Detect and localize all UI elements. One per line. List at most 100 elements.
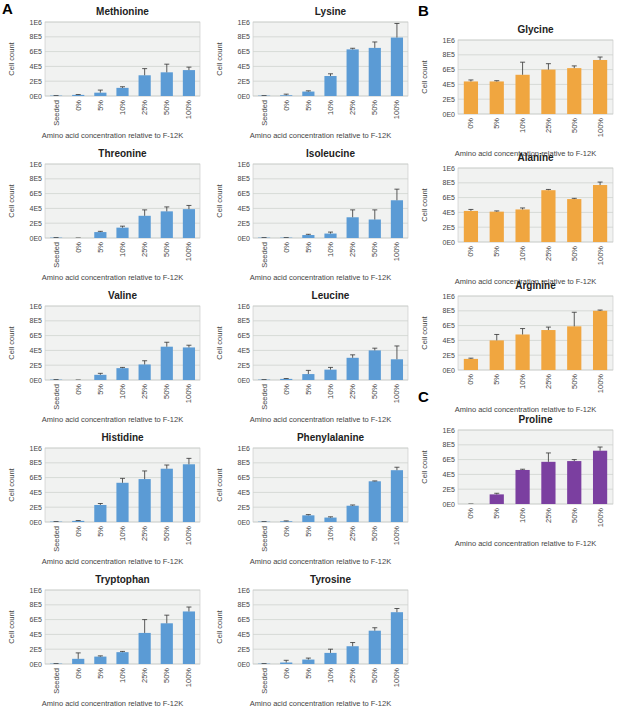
y-axis-label: Cell count bbox=[7, 609, 16, 643]
bar bbox=[280, 379, 292, 380]
error-cap bbox=[394, 345, 399, 346]
error-bar bbox=[284, 520, 289, 521]
error-bar bbox=[98, 504, 103, 505]
grid-line bbox=[458, 310, 613, 311]
error-bar bbox=[164, 207, 169, 211]
x-tick-label: 5% bbox=[96, 384, 105, 395]
chart-title: Methionine bbox=[96, 6, 149, 17]
error-line bbox=[396, 609, 397, 613]
error-bar bbox=[262, 379, 267, 380]
error-cap bbox=[520, 62, 525, 63]
bar bbox=[324, 653, 336, 664]
grid-line bbox=[458, 197, 613, 198]
error-cap bbox=[520, 207, 525, 208]
error-cap bbox=[394, 467, 399, 468]
x-tick-label: 0% bbox=[282, 526, 291, 537]
bar bbox=[161, 347, 173, 380]
bar bbox=[490, 494, 504, 504]
bar bbox=[116, 483, 128, 522]
error-cap bbox=[120, 651, 125, 652]
error-bar bbox=[142, 69, 147, 76]
grid-line bbox=[45, 208, 200, 209]
y-tick-label: 8E5 bbox=[30, 33, 43, 40]
bar bbox=[593, 451, 607, 504]
x-tick-label: 100% bbox=[596, 508, 605, 528]
error-line bbox=[522, 62, 523, 75]
x-tick-label: 25% bbox=[140, 384, 149, 399]
error-cap bbox=[372, 627, 377, 628]
error-bar bbox=[98, 655, 103, 657]
bar bbox=[324, 234, 336, 238]
y-tick-label: 2E5 bbox=[30, 78, 43, 85]
error-cap bbox=[76, 652, 81, 653]
panel-label: A bbox=[2, 0, 13, 17]
y-tick-label: 1E6 bbox=[443, 427, 456, 434]
bar bbox=[94, 657, 106, 664]
error-bar bbox=[164, 615, 169, 623]
error-cap bbox=[598, 310, 603, 311]
chart: Arginine0E02E54E56E58E51E6Cell count0%5%… bbox=[420, 280, 613, 414]
error-cap bbox=[142, 209, 147, 210]
error-cap bbox=[350, 48, 355, 49]
x-tick-label: 100% bbox=[392, 384, 401, 404]
y-tick-label: 2E5 bbox=[238, 78, 251, 85]
y-tick-label: 1E6 bbox=[443, 37, 456, 44]
y-axis-label: Cell count bbox=[215, 41, 224, 75]
error-line bbox=[188, 67, 189, 70]
chart-title: Phenylalanine bbox=[297, 432, 365, 443]
error-bar bbox=[598, 447, 603, 451]
grid-line bbox=[458, 54, 613, 55]
bar bbox=[541, 462, 555, 504]
y-tick-label: 1E6 bbox=[30, 587, 43, 594]
error-bar bbox=[54, 95, 59, 96]
x-tick-label: 100% bbox=[596, 118, 605, 138]
error-bar bbox=[572, 460, 577, 461]
plot-area bbox=[458, 168, 613, 242]
y-tick-label: 0E0 bbox=[238, 519, 251, 526]
x-tick-label: 50% bbox=[570, 374, 579, 389]
error-cap bbox=[372, 480, 377, 481]
x-tick-label: Seeded bbox=[260, 526, 269, 552]
error-bar bbox=[350, 504, 355, 506]
error-bar bbox=[164, 465, 169, 469]
grid-line bbox=[45, 22, 200, 23]
error-bar bbox=[54, 663, 59, 664]
error-bar bbox=[350, 48, 355, 49]
x-tick-label: 5% bbox=[304, 242, 313, 253]
chart: Histidine0E02E54E56E58E51E6Cell countSee… bbox=[7, 432, 200, 566]
bar bbox=[324, 518, 336, 522]
error-bar bbox=[306, 514, 311, 516]
y-tick-label: 4E5 bbox=[30, 631, 43, 638]
error-cap bbox=[284, 94, 289, 95]
bar bbox=[391, 470, 403, 522]
error-bar bbox=[328, 367, 333, 369]
grid-line bbox=[253, 66, 408, 67]
marks bbox=[464, 57, 607, 114]
error-cap bbox=[262, 521, 267, 522]
error-cap bbox=[98, 231, 103, 232]
error-cap bbox=[328, 232, 333, 233]
error-bar bbox=[520, 329, 525, 335]
error-cap bbox=[98, 655, 103, 656]
grid-line bbox=[458, 40, 613, 41]
grid-line bbox=[458, 504, 613, 505]
x-tick-label: 25% bbox=[140, 526, 149, 541]
error-bar bbox=[54, 379, 59, 380]
marks bbox=[258, 609, 403, 665]
x-tick-label: 50% bbox=[162, 242, 171, 257]
error-line bbox=[600, 182, 601, 185]
error-bar bbox=[186, 607, 191, 611]
x-tick-label: 10% bbox=[518, 246, 527, 261]
error-cap bbox=[494, 210, 499, 211]
error-bar bbox=[76, 380, 81, 381]
y-tick-label: 4E5 bbox=[443, 471, 456, 478]
error-cap bbox=[468, 358, 473, 359]
error-bar bbox=[350, 355, 355, 358]
chart: Tryptophan0E02E54E56E58E51E6Cell countSe… bbox=[7, 574, 200, 708]
y-tick-label: 0E0 bbox=[30, 377, 43, 384]
y-axis-label: Cell count bbox=[420, 449, 429, 483]
bar bbox=[593, 185, 607, 242]
y-tick-label: 8E5 bbox=[238, 601, 251, 608]
x-axis-label: Amino acid concentration relative to F-1… bbox=[42, 131, 183, 140]
error-bar bbox=[394, 467, 399, 470]
